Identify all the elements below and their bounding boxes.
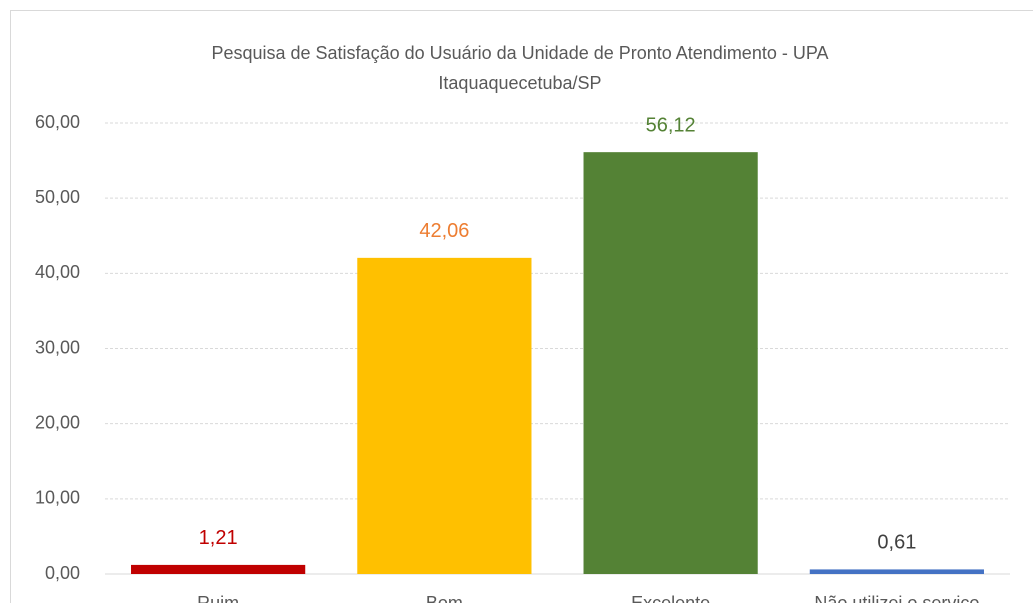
y-tick-label: 30,00: [35, 337, 80, 357]
y-tick-label: 40,00: [35, 262, 80, 282]
data-label: 0,61: [877, 532, 916, 554]
x-tick-label: Excelente: [631, 593, 710, 603]
data-label: 42,06: [419, 220, 469, 242]
bar: [809, 569, 984, 574]
y-tick-label: 60,00: [35, 112, 80, 132]
data-label: 1,21: [199, 527, 238, 549]
y-tick-label: 20,00: [35, 412, 80, 432]
y-tick-label: 10,00: [35, 488, 80, 508]
y-tick-label: 50,00: [35, 187, 80, 207]
x-tick-label: Ruim: [197, 593, 239, 603]
x-tick-label: Não utilizei o serviço: [814, 593, 979, 603]
bar: [357, 257, 532, 574]
bar: [131, 564, 306, 574]
y-tick-label: 0,00: [45, 563, 80, 583]
x-tick-label: Bom: [426, 593, 463, 603]
chart-title: Pesquisa de Satisfação do Usuário da Uni…: [211, 43, 829, 93]
bar: [583, 152, 758, 574]
data-label: 56,12: [646, 114, 696, 136]
chart-border: [10, 10, 1033, 603]
